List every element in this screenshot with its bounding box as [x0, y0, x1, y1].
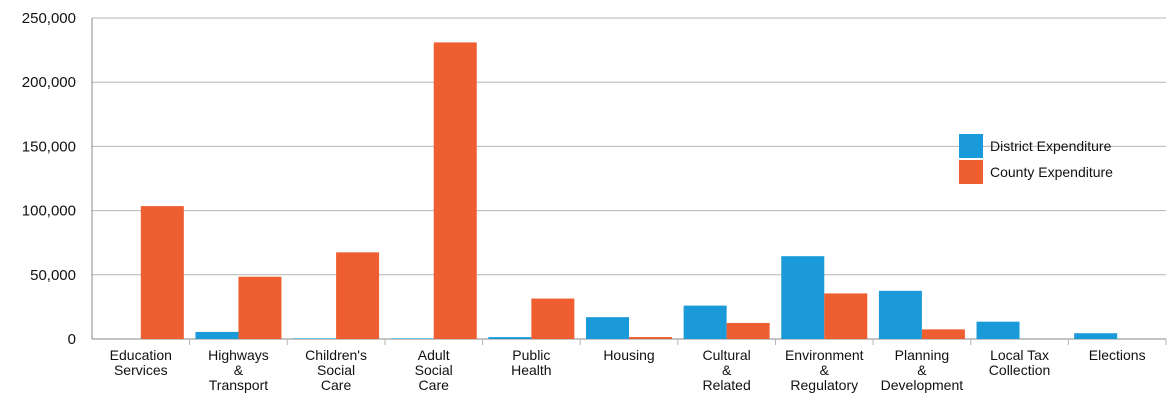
- bar-county-expenditure: [921, 329, 965, 339]
- x-category-label-line: Care: [321, 377, 352, 393]
- x-category-label-line: Elections: [1089, 347, 1146, 363]
- x-category-label: Adult Social Care: [415, 347, 453, 393]
- x-category-label-line: Education: [110, 347, 172, 363]
- legend-swatch: [959, 134, 983, 158]
- x-category-label-line: &: [722, 362, 732, 378]
- x-category-label-line: Social: [317, 362, 355, 378]
- x-category-label: Elections: [1089, 347, 1146, 363]
- bar-district-expenditure: [683, 305, 727, 339]
- x-category-label-line: &: [917, 362, 927, 378]
- x-category-label-line: Related: [703, 377, 751, 393]
- x-category-label-line: Collection: [989, 362, 1050, 378]
- x-category-label: Planning & Development: [881, 347, 964, 393]
- x-category-label-line: Development: [881, 377, 964, 393]
- x-category-label-line: &: [820, 362, 830, 378]
- bar-district-expenditure: [878, 290, 922, 339]
- x-category-label-line: Social: [415, 362, 453, 378]
- x-category-label-line: Highways: [208, 347, 269, 363]
- legend: District Expenditure County Expenditure: [959, 134, 1113, 184]
- bar-district-expenditure: [390, 338, 434, 339]
- x-category-label-line: &: [234, 362, 244, 378]
- bar-district-expenditure: [976, 321, 1020, 339]
- y-tick-label: 0: [68, 331, 76, 348]
- legend-swatch: [959, 160, 983, 184]
- bar-county-expenditure: [140, 206, 184, 339]
- y-tick-label: 50,000: [30, 267, 76, 284]
- bar-district-expenditure: [586, 317, 629, 339]
- x-category-label: Education Services: [110, 347, 172, 378]
- bar-county-expenditure: [433, 42, 477, 340]
- x-category-label: Housing: [603, 347, 654, 363]
- x-category-label: Environment & Regulatory: [785, 347, 864, 393]
- y-tick-label: 150,000: [22, 138, 76, 155]
- x-category-label-line: Local Tax: [990, 347, 1049, 363]
- legend-label: County Expenditure: [990, 164, 1113, 180]
- x-category-label-line: Transport: [209, 377, 269, 393]
- y-tick-label: 200,000: [22, 74, 76, 91]
- y-tick-label: 250,000: [22, 10, 76, 27]
- bar-county-expenditure: [726, 322, 770, 339]
- legend-label: District Expenditure: [990, 138, 1112, 154]
- x-category-label: Cultural & Related: [703, 347, 751, 393]
- x-category-label-line: Environment: [785, 347, 864, 363]
- bar-county-expenditure: [629, 337, 672, 339]
- bar-district-expenditure: [195, 331, 239, 339]
- bar-county-expenditure: [531, 298, 575, 339]
- bar-county-expenditure: [336, 252, 380, 339]
- bar-district-expenditure: [1074, 333, 1118, 339]
- x-category-label: Public Health: [511, 347, 551, 378]
- x-category-label-line: Services: [114, 362, 168, 378]
- x-category-label-line: Housing: [603, 347, 654, 363]
- x-category-label: Local Tax Collection: [989, 347, 1050, 378]
- bar-district-expenditure: [488, 337, 532, 339]
- x-category-label-line: Cultural: [703, 347, 751, 363]
- x-category-label: Highways & Transport: [208, 347, 269, 393]
- x-category-label-line: Adult: [418, 347, 450, 363]
- y-axis-tick-labels: 0 50,000 100,000 150,000 200,000 250,000: [22, 10, 76, 348]
- x-category-label-line: Planning: [895, 347, 950, 363]
- bars: [140, 42, 1118, 340]
- bar-county-expenditure: [824, 293, 868, 339]
- x-category-label-line: Care: [419, 377, 450, 393]
- bar-district-expenditure: [781, 256, 825, 339]
- x-category-label-line: Public: [512, 347, 550, 363]
- bar-district-expenditure: [293, 338, 337, 339]
- x-category-label-line: Children's: [305, 347, 367, 363]
- y-tick-label: 100,000: [22, 203, 76, 220]
- x-category-label-line: Health: [511, 362, 551, 378]
- x-category-label: Children's Social Care: [305, 347, 367, 393]
- bar-county-expenditure: [238, 276, 282, 339]
- x-category-label-line: Regulatory: [790, 377, 858, 393]
